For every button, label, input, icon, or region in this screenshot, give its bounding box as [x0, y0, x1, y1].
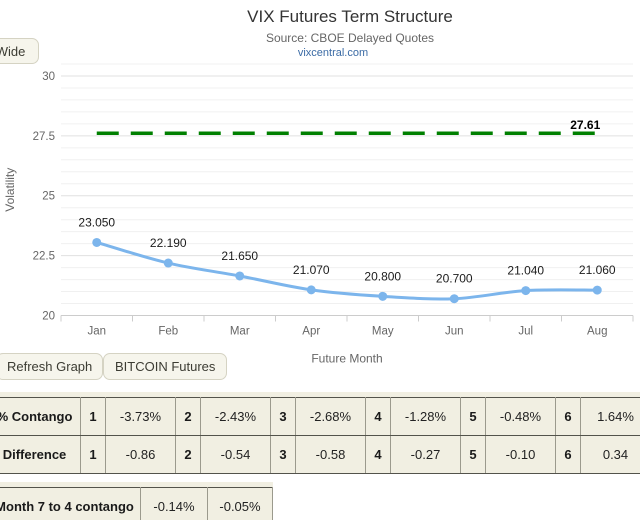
difference-value-cell: 0.34 — [580, 435, 640, 474]
difference-index-cell: 1 — [80, 435, 106, 474]
contango-value-cell: -2.43% — [200, 397, 271, 436]
month7to4-row: Month 7 to 4 contango -0.14% -0.05% — [0, 487, 273, 520]
data-point-marker[interactable] — [92, 237, 102, 247]
contango-row-label: % Contango — [0, 397, 81, 436]
data-point-marker[interactable] — [306, 285, 316, 295]
bitcoin-futures-label: BITCOIN Futures — [115, 359, 216, 374]
contango-index-cell: 3 — [270, 397, 296, 436]
data-point-label: 20.800 — [364, 269, 401, 283]
reference-line-label: 27.61 — [570, 118, 600, 132]
y-axis-tick-label: 27.5 — [33, 131, 55, 143]
difference-index-cell: 6 — [555, 435, 581, 474]
x-axis-title: Future Month — [311, 352, 382, 366]
difference-value-cell: -0.54 — [200, 435, 271, 474]
chart-title: VIX Futures Term Structure — [247, 7, 453, 26]
data-point-label: 21.040 — [507, 264, 544, 278]
x-axis-tick-label: Apr — [302, 326, 320, 338]
data-point-marker[interactable] — [235, 271, 245, 281]
month7to4-table-wrapper: Month 7 to 4 contango -0.14% -0.05% — [0, 482, 273, 520]
month7to4-table: Month 7 to 4 contango -0.14% -0.05% — [0, 487, 273, 520]
term-structure-chart: 20 22.5 25 27.5 30 Jan Feb Mar Apr May Jun Jul Aug 27… — [3, 63, 634, 366]
difference-value-cell: -0.86 — [105, 435, 176, 474]
refresh-graph-label: Refresh Graph — [7, 359, 93, 374]
contango-index-cell: 1 — [80, 397, 106, 436]
data-point-marker[interactable] — [163, 258, 173, 268]
contango-table: % Contango 1 -3.73% 2 -2.43% 3 -2.68% 4 … — [0, 397, 640, 474]
difference-value-cell: -0.27 — [390, 435, 461, 474]
x-axis-tick-label: Aug — [587, 326, 607, 338]
y-axis-tick-label: 25 — [42, 191, 55, 203]
x-axis-tick-label: Mar — [230, 326, 250, 338]
x-axis-tick-label: Jul — [518, 326, 533, 338]
x-axis-tick-label: Jan — [87, 326, 106, 338]
data-point-label: 22.190 — [150, 236, 187, 250]
difference-index-cell: 3 — [270, 435, 296, 474]
contango-table-wrapper: % Contango 1 -3.73% 2 -2.43% 3 -2.68% 4 … — [0, 392, 640, 474]
contango-value-cell: -2.68% — [295, 397, 366, 436]
contango-value-cell: -3.73% — [105, 397, 176, 436]
y-axis-title: Volatility — [3, 168, 17, 212]
x-axis-tick-label: May — [372, 326, 394, 338]
contango-value-cell: 1.64% — [580, 397, 640, 436]
month7to4-row-label: Month 7 to 4 contango — [0, 487, 141, 520]
credits-link[interactable]: vixcentral.com — [297, 47, 369, 59]
contango-index-cell: 6 — [555, 397, 581, 436]
data-point-label: 21.070 — [293, 263, 330, 277]
wide-button-label: Wide — [0, 43, 26, 59]
y-axis-tick-label: 30 — [42, 71, 55, 83]
difference-value-cell: -0.10 — [485, 435, 556, 474]
difference-value-cell: -0.58 — [295, 435, 366, 474]
data-point-label: 21.060 — [579, 263, 616, 277]
x-axis-tick-label: Jun — [445, 326, 464, 338]
chart-subtitle: Source: CBOE Delayed Quotes — [265, 31, 435, 45]
contango-index-cell: 4 — [365, 397, 391, 436]
difference-index-cell: 5 — [460, 435, 486, 474]
y-axis-tick-label: 22.5 — [33, 251, 55, 263]
data-point-marker[interactable] — [592, 285, 602, 295]
difference-row: Difference 1 -0.86 2 -0.54 3 -0.58 4 -0.… — [0, 435, 640, 474]
data-point-marker[interactable] — [378, 291, 388, 301]
difference-index-cell: 2 — [175, 435, 201, 474]
series-line — [95, 240, 599, 301]
data-point-marker[interactable] — [449, 294, 459, 304]
contango-index-cell: 5 — [460, 397, 486, 436]
difference-index-cell: 4 — [365, 435, 391, 474]
bitcoin-futures-button[interactable]: BITCOIN Futures — [103, 353, 228, 380]
y-axis-tick-label: 20 — [42, 311, 55, 323]
x-axis-tick-label: Feb — [158, 326, 178, 338]
contango-value-cell: -0.48% — [485, 397, 556, 436]
contango-row: % Contango 1 -3.73% 2 -2.43% 3 -2.68% 4 … — [0, 397, 640, 436]
difference-row-label: Difference — [0, 435, 81, 474]
wide-button[interactable]: Wide — [0, 38, 39, 64]
month7to4-value-cell: -0.05% — [207, 487, 273, 520]
contango-value-cell: -1.28% — [390, 397, 461, 436]
data-point-label: 23.050 — [78, 215, 115, 229]
month7to4-value-cell: -0.14% — [140, 487, 208, 520]
data-point-marker[interactable] — [521, 286, 531, 296]
data-point-label: 20.700 — [436, 272, 473, 286]
data-point-label: 21.650 — [221, 249, 258, 263]
refresh-graph-button[interactable]: Refresh Graph — [0, 353, 104, 380]
contango-index-cell: 2 — [175, 397, 201, 436]
